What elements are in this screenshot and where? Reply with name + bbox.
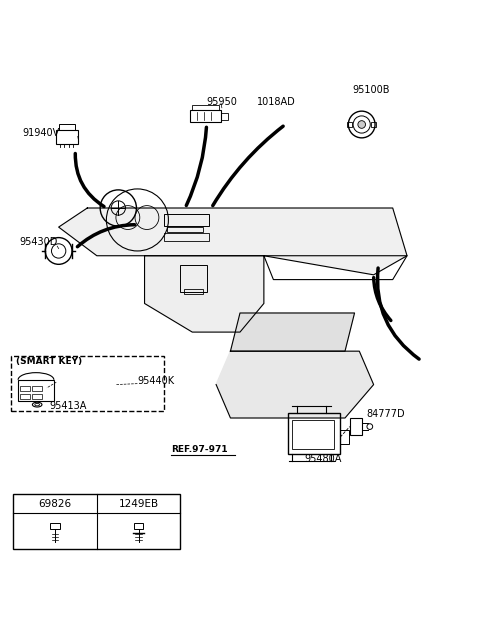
Bar [18, 380, 54, 401]
Circle shape [358, 121, 365, 128]
Bar [21, 394, 30, 399]
Bar [134, 523, 144, 529]
Bar [11, 356, 164, 411]
Text: 1018AD: 1018AD [257, 96, 296, 106]
Polygon shape [144, 256, 264, 332]
Text: 95950: 95950 [206, 96, 238, 106]
Text: 91940V: 91940V [23, 128, 60, 138]
Text: 95100B: 95100B [352, 85, 390, 95]
Bar [180, 265, 206, 292]
Text: 95430D: 95430D [20, 237, 58, 247]
Bar [221, 113, 228, 120]
Bar [192, 105, 218, 110]
Bar [184, 289, 203, 294]
Bar [56, 130, 78, 143]
Bar [50, 523, 60, 529]
Bar [291, 421, 335, 449]
Bar [340, 430, 349, 444]
Bar [164, 214, 209, 226]
Bar [21, 386, 30, 391]
Polygon shape [59, 208, 407, 275]
Text: REF.97-971: REF.97-971 [171, 444, 228, 453]
Polygon shape [230, 313, 355, 351]
Bar [348, 122, 352, 127]
Bar [190, 110, 221, 122]
Bar [33, 394, 42, 399]
Bar [288, 413, 340, 454]
Text: (SMART KEY): (SMART KEY) [16, 357, 82, 366]
Bar [164, 233, 209, 242]
Bar [33, 386, 42, 391]
Text: 95440K: 95440K [137, 376, 175, 386]
Bar [371, 122, 376, 127]
Bar [13, 495, 180, 549]
Text: 1249EB: 1249EB [119, 499, 159, 509]
Bar [350, 418, 362, 434]
Text: 69826: 69826 [38, 499, 72, 509]
Text: 95413A: 95413A [49, 401, 87, 411]
Polygon shape [216, 351, 373, 418]
Bar [168, 227, 203, 232]
Bar [59, 125, 75, 130]
Text: 95480A: 95480A [304, 454, 342, 463]
Text: 84777D: 84777D [366, 409, 405, 419]
